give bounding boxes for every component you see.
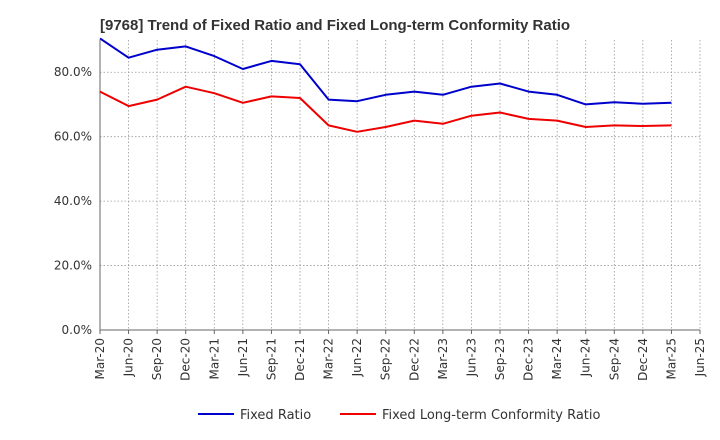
x-tick-label: Jun-25 (693, 338, 707, 377)
legend-label: Fixed Ratio (240, 408, 311, 423)
x-tick-label: Sep-24 (607, 338, 621, 380)
legend: Fixed Ratio Fixed Long-term Conformity Ra… (198, 408, 601, 423)
y-tick-label: 40.0% (54, 194, 92, 208)
x-tick-label: Mar-25 (664, 338, 678, 379)
x-tick-label: Sep-23 (493, 338, 507, 380)
x-tick-label: Dec-24 (636, 338, 650, 381)
series-line-fixed-long-term-conformity-ratio (99, 85, 672, 133)
y-tick-label: 80.0% (54, 65, 92, 79)
x-tick-label: Dec-23 (522, 338, 536, 381)
x-tick-label: Jun-24 (579, 338, 593, 377)
x-tick-label: Mar-24 (550, 338, 564, 379)
y-tick-label: 60.0% (54, 130, 92, 144)
x-tick-label: Jun-20 (122, 338, 136, 377)
x-tick-label: Mar-20 (93, 338, 107, 379)
x-tick-label: Sep-21 (264, 338, 278, 380)
x-tick-label: Sep-22 (379, 338, 393, 380)
y-tick-label: 20.0% (54, 259, 92, 273)
legend-label: Fixed Long-term Conformity Ratio (382, 408, 601, 423)
series-line-fixed-ratio (99, 37, 672, 106)
x-tick-label: Jun-21 (236, 338, 250, 377)
x-tick-label: Dec-21 (293, 338, 307, 381)
x-tick-label: Sep-20 (150, 338, 164, 380)
x-tick-label: Dec-20 (179, 338, 193, 381)
x-tick-label: Mar-21 (207, 338, 221, 379)
plot-area: 0.0% 20.0% 40.0% 60.0% 80.0% Mar-20 Jun-20 Sep-… (54, 37, 707, 381)
x-tick-label: Mar-23 (436, 338, 450, 379)
x-tick-label: Jun-23 (464, 338, 478, 377)
x-tick-label: Mar-22 (322, 338, 336, 379)
chart-title: [9768] Trend of Fixed Ratio and Fixed Lo… (100, 17, 570, 34)
x-tick-label: Dec-22 (407, 338, 421, 381)
y-tick-label: 0.0% (62, 323, 93, 337)
x-tick-label: Jun-22 (350, 338, 364, 377)
